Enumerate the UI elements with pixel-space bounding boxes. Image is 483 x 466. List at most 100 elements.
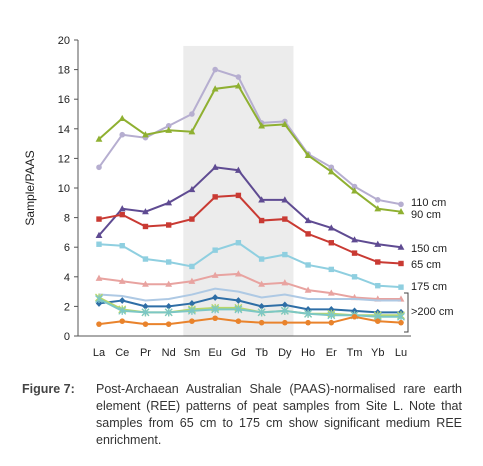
data-point bbox=[281, 196, 289, 203]
data-point bbox=[211, 294, 219, 301]
data-point bbox=[119, 243, 125, 249]
data-point bbox=[398, 201, 404, 208]
data-point bbox=[118, 306, 127, 315]
data-point bbox=[282, 251, 288, 258]
data-point bbox=[142, 223, 149, 230]
data-point bbox=[119, 318, 126, 325]
x-tick-label: Pr bbox=[140, 347, 151, 359]
caption-text: Post-Archaean Australian Shale (PAAS)-no… bbox=[96, 382, 462, 447]
data-point bbox=[142, 321, 149, 327]
data-point bbox=[327, 311, 336, 320]
label-110cm: 110 cm bbox=[411, 197, 446, 209]
data-point bbox=[258, 280, 266, 287]
x-axis: La Ce Pr Nd Sm Eu Gd Tb Dy Ho Er Tm Yb Lu bbox=[78, 335, 411, 359]
data-point bbox=[282, 216, 288, 222]
data-point bbox=[234, 270, 242, 277]
series-5 bbox=[95, 270, 405, 302]
data-point bbox=[189, 263, 195, 270]
y-tick-label: 12 bbox=[58, 153, 70, 165]
data-point bbox=[351, 313, 358, 320]
data-point bbox=[165, 280, 173, 287]
data-point bbox=[398, 284, 404, 290]
x-tick-label: Lu bbox=[395, 347, 407, 359]
data-point bbox=[211, 305, 220, 314]
x-tick-label: Ce bbox=[115, 347, 129, 359]
y-tick-label: 18 bbox=[58, 65, 70, 77]
data-point bbox=[211, 163, 219, 170]
y-tick-label: 20 bbox=[58, 35, 70, 47]
data-point bbox=[164, 308, 173, 317]
label-150cm: 150 cm bbox=[411, 243, 447, 255]
data-point bbox=[257, 308, 266, 317]
data-point bbox=[95, 135, 103, 142]
data-point bbox=[165, 126, 173, 133]
data-point bbox=[96, 164, 102, 171]
data-point bbox=[351, 274, 358, 280]
data-point bbox=[375, 282, 381, 289]
data-point bbox=[189, 216, 195, 222]
data-point bbox=[235, 318, 242, 325]
series-line bbox=[98, 298, 401, 318]
data-point bbox=[374, 240, 382, 247]
data-point bbox=[235, 297, 242, 304]
data-point bbox=[119, 297, 126, 304]
data-point bbox=[234, 82, 242, 89]
x-tick-label: Er bbox=[326, 347, 337, 359]
label-65cm: 65 cm bbox=[411, 259, 441, 271]
y-tick-label: 16 bbox=[58, 94, 70, 106]
y-tick-label: 10 bbox=[58, 183, 70, 195]
x-tick-label: Eu bbox=[208, 347, 221, 359]
series-layer bbox=[95, 66, 405, 327]
data-point bbox=[328, 305, 335, 313]
x-tick-label: Tm bbox=[347, 347, 363, 359]
data-point bbox=[351, 236, 358, 243]
data-point bbox=[211, 271, 219, 278]
data-point bbox=[327, 224, 335, 231]
series-line bbox=[98, 68, 402, 206]
data-point bbox=[374, 197, 381, 203]
group-bracket bbox=[404, 292, 409, 333]
data-point bbox=[351, 250, 358, 256]
data-point bbox=[304, 216, 312, 224]
data-point bbox=[118, 205, 126, 212]
label-90cm: 90 cm bbox=[411, 209, 441, 221]
data-point bbox=[281, 279, 289, 286]
y-tick-label: 8 bbox=[64, 213, 70, 225]
data-point bbox=[96, 241, 102, 247]
series-6 bbox=[98, 287, 401, 302]
data-point bbox=[165, 321, 172, 327]
data-point bbox=[327, 289, 335, 296]
data-point bbox=[95, 274, 103, 281]
data-point bbox=[188, 277, 196, 284]
label-over-200cm: >200 cm bbox=[411, 306, 454, 318]
series-line bbox=[98, 241, 402, 289]
data-point bbox=[212, 66, 218, 73]
data-point bbox=[119, 131, 126, 138]
x-tick-label: La bbox=[93, 347, 106, 359]
data-point bbox=[258, 217, 265, 224]
data-point bbox=[258, 196, 266, 203]
data-point bbox=[165, 123, 172, 129]
series-line bbox=[98, 296, 401, 314]
data-point bbox=[374, 318, 381, 325]
data-point bbox=[118, 277, 126, 284]
ree-line-chart: 0 2 4 6 8 10 12 14 16 18 20 La Ce Pr Nd Sm Eu Gd Tb Dy Ho Er… bbox=[23, 35, 454, 359]
data-point bbox=[212, 194, 218, 200]
data-point bbox=[165, 259, 172, 265]
x-tick-label: Gd bbox=[231, 347, 246, 359]
y-tick-label: 4 bbox=[64, 272, 70, 284]
y-tick-label: 0 bbox=[64, 331, 70, 343]
y-tick-label: 14 bbox=[58, 124, 70, 136]
data-point bbox=[397, 208, 405, 215]
data-point bbox=[282, 319, 288, 326]
series-1 bbox=[95, 82, 405, 215]
data-point bbox=[212, 247, 218, 253]
data-point bbox=[375, 259, 381, 265]
y-tick-label: 2 bbox=[64, 301, 70, 313]
data-point bbox=[398, 260, 404, 267]
data-point bbox=[304, 151, 312, 159]
data-point bbox=[95, 295, 103, 303]
data-point bbox=[234, 305, 243, 314]
series-line bbox=[98, 166, 402, 249]
data-point bbox=[351, 307, 358, 315]
